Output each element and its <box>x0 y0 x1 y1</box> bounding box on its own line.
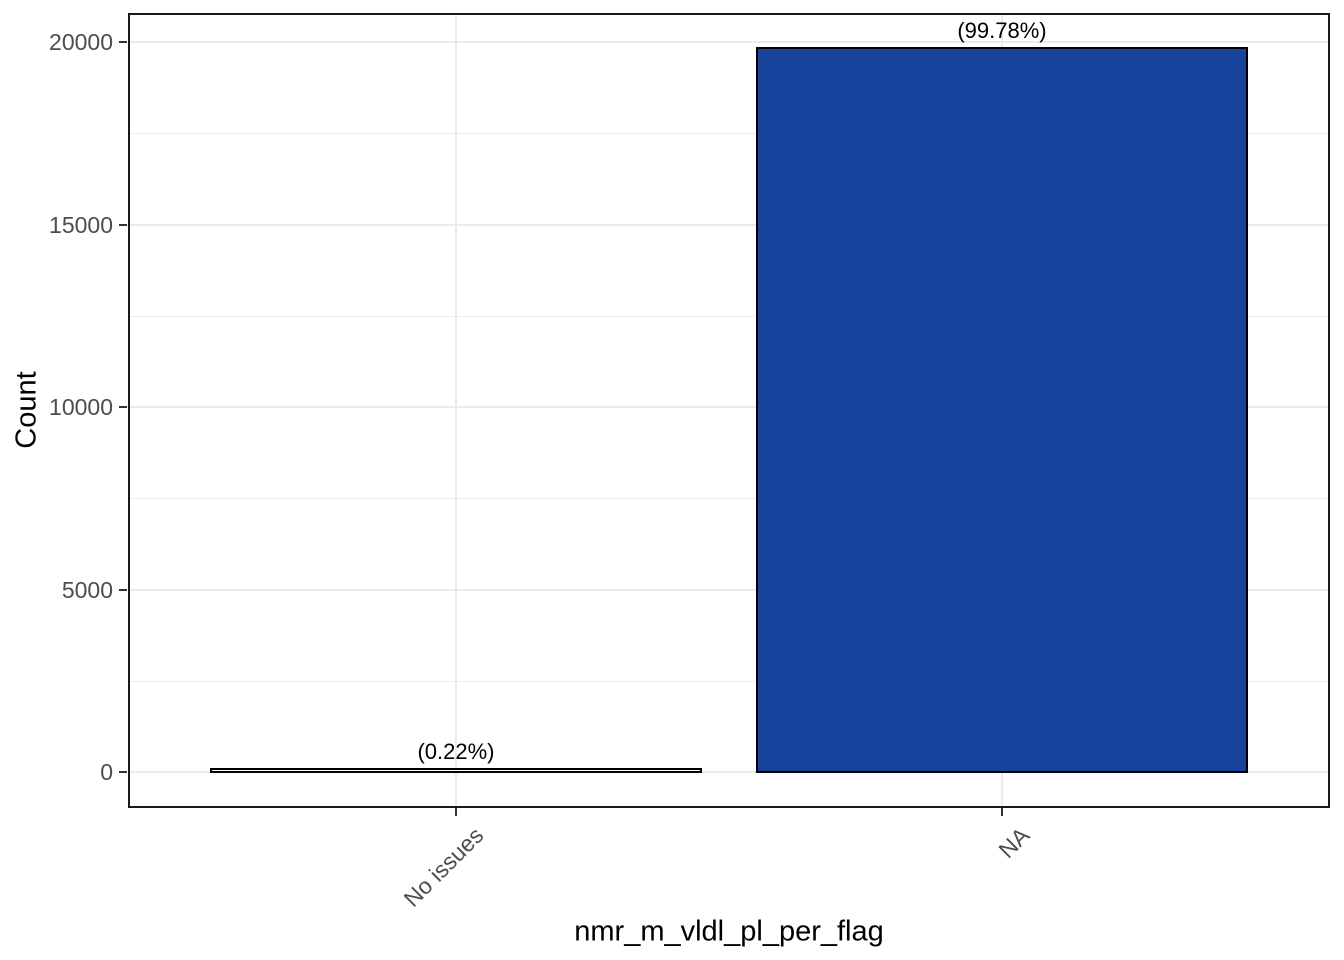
gridline-major-y-15000 <box>130 223 1328 226</box>
x-axis-title: nmr_m_vldl_pl_per_flag <box>574 915 884 948</box>
x-axis-tick-label: NA <box>993 822 1035 863</box>
bar-no-issues <box>210 768 702 773</box>
gridline-major-y-10000 <box>130 406 1328 408</box>
y-axis-tick <box>119 223 127 226</box>
y-axis-tick <box>119 41 127 43</box>
y-axis-title: Count <box>10 371 43 449</box>
bar-percentage-label: (0.22%) <box>417 739 495 765</box>
gridline-minor-y-17500 <box>130 133 1328 135</box>
y-axis-tick-label: 0 <box>100 759 113 785</box>
bar-percentage-label: (99.78%) <box>957 17 1047 43</box>
y-axis-tick-label: 20000 <box>49 29 113 55</box>
x-axis-tick <box>1001 808 1003 816</box>
y-axis-tick <box>119 588 127 591</box>
gridline-major-x-0 <box>455 15 457 806</box>
gridline-major-y-5000 <box>130 588 1328 591</box>
gridline-major-y-20000 <box>130 41 1328 43</box>
gridline-major-y-0 <box>130 771 1328 773</box>
y-axis-tick-label: 10000 <box>49 394 113 420</box>
bar-na <box>756 46 1248 773</box>
gridline-minor-y-2500 <box>130 680 1328 682</box>
x-axis-tick-label: No issues <box>398 822 489 912</box>
gridline-minor-y-12500 <box>130 315 1328 317</box>
y-axis-tick-label: 5000 <box>61 576 113 603</box>
plot-panel <box>128 13 1330 808</box>
gridline-minor-y-7500 <box>130 498 1328 500</box>
y-axis-tick <box>119 406 127 408</box>
y-axis-tick <box>119 771 127 773</box>
x-axis-tick <box>455 808 457 816</box>
y-axis-tick-label: 15000 <box>49 211 113 238</box>
